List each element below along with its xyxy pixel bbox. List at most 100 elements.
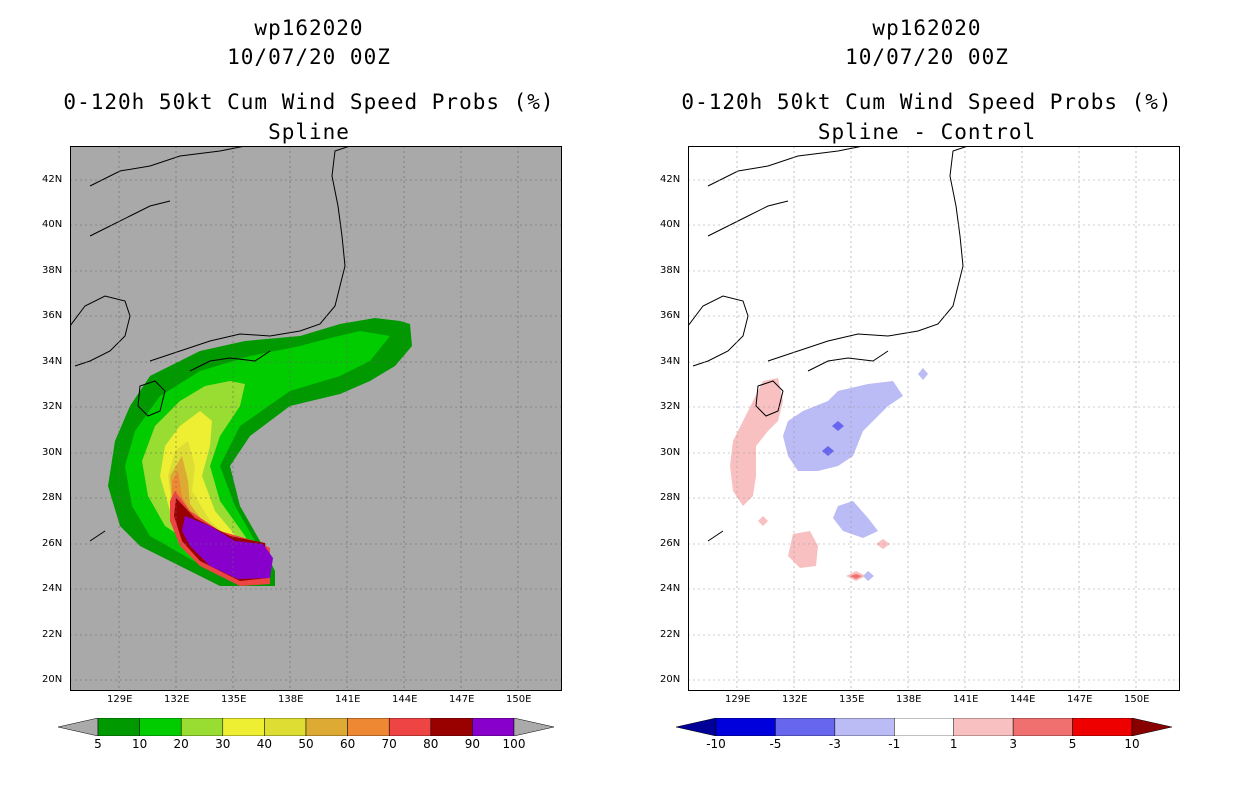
- colorbar-label: -5: [769, 737, 782, 751]
- colorbar-label: 40: [256, 737, 273, 751]
- lat-label: 36N: [660, 310, 681, 321]
- left-panel: wp162020 10/07/20 00Z 0-120h 50kt Cum Wi…: [42, 16, 562, 751]
- colorbar-box: [180, 718, 224, 736]
- lon-label: 138E: [278, 694, 304, 705]
- lat-label: 32N: [42, 401, 63, 412]
- colorbar-box: [1072, 718, 1133, 736]
- colorbar-box: [1012, 718, 1073, 736]
- colorbar-box: [388, 718, 432, 736]
- colorbar-box: [139, 718, 182, 736]
- lat-label: 40N: [660, 219, 681, 230]
- lon-label: 132E: [164, 694, 190, 705]
- colorbar-box: [953, 718, 1014, 736]
- lat-label: 22N: [660, 629, 681, 640]
- lon-label: 150E: [1124, 694, 1150, 705]
- subtitle: Spline: [268, 120, 350, 144]
- colorbar-box: [264, 718, 307, 736]
- lat-label: 20N: [660, 674, 681, 685]
- map-frame: [70, 146, 562, 691]
- lat-label: 30N: [660, 447, 681, 458]
- map-frame: [688, 146, 1180, 691]
- lat-label: 28N: [660, 492, 681, 503]
- lon-label: 144E: [1010, 694, 1036, 705]
- storm-id: wp162020: [872, 16, 982, 40]
- lon-label: 129E: [725, 694, 751, 705]
- lat-label: 28N: [42, 492, 63, 503]
- storm-id: wp162020: [254, 16, 364, 40]
- lat-label: 26N: [660, 538, 681, 549]
- colorbar-end-left: [676, 718, 717, 736]
- colorbar-label: 10: [131, 737, 148, 751]
- prob-90-contour: [182, 516, 273, 579]
- colorbar-box: [347, 718, 390, 736]
- grid-lines: [70, 146, 562, 691]
- positive-difference-strong: [850, 574, 862, 579]
- colorbar-box: [894, 718, 954, 736]
- colorbar-label: 90: [464, 737, 481, 751]
- lon-label: 144E: [392, 694, 418, 705]
- lon-label: 132E: [782, 694, 808, 705]
- colorbar-end-right: [513, 718, 554, 736]
- difference-map: [688, 146, 1180, 691]
- lat-label: 42N: [42, 174, 63, 185]
- lon-label: 141E: [335, 694, 361, 705]
- colorbar-label: -1: [888, 737, 901, 751]
- colorbar: [676, 718, 1172, 736]
- colorbar-end-right: [1131, 718, 1172, 736]
- colorbar-box: [472, 718, 515, 736]
- lat-label: 32N: [660, 401, 681, 412]
- colorbar-box: [430, 718, 473, 736]
- colorbar-label: 5: [1068, 737, 1077, 751]
- lat-label: 40N: [42, 219, 63, 230]
- lat-label: 22N: [42, 629, 63, 640]
- colorbar-label: 20: [173, 737, 189, 751]
- colorbar-label: -3: [828, 737, 841, 751]
- colorbar-label: 60: [339, 737, 356, 751]
- colorbar-label: 80: [423, 737, 439, 751]
- coastlines: [70, 146, 351, 542]
- lat-label: 20N: [42, 674, 63, 685]
- colorbar-box: [222, 718, 265, 736]
- right-panel: wp162020 10/07/20 00Z 0-120h 50kt Cum Wi…: [618, 0, 1236, 800]
- colorbar-label: 100: [502, 737, 526, 751]
- colorbar-label: 10: [1124, 737, 1140, 751]
- lon-label: 135E: [839, 694, 865, 705]
- lon-label: 147E: [449, 694, 475, 705]
- colorbar-label: 1: [949, 737, 958, 751]
- negative-difference-strong: [822, 421, 844, 456]
- colorbar-box: [834, 718, 895, 736]
- colorbar-label: 70: [381, 737, 397, 751]
- grid-lines: [688, 146, 1180, 691]
- colorbar-label: -10: [706, 737, 726, 751]
- datetime: 10/07/20 00Z: [227, 45, 391, 69]
- colorbar: [58, 718, 554, 736]
- colorbar-box: [97, 718, 140, 736]
- colorbar-label: 30: [215, 737, 231, 751]
- lat-label: 38N: [660, 265, 681, 276]
- colorbar-box: [305, 718, 348, 736]
- lat-label: 42N: [660, 174, 681, 185]
- lat-label: 34N: [660, 356, 681, 367]
- lat-label: 30N: [42, 447, 63, 458]
- colorbar-label: 50: [298, 737, 314, 751]
- lat-label: 24N: [660, 583, 681, 594]
- colorbar-label: 3: [1009, 737, 1017, 751]
- lon-label: 141E: [953, 694, 979, 705]
- positive-difference-areas: [730, 378, 890, 581]
- lon-label: 129E: [107, 694, 133, 705]
- lat-label: 26N: [42, 538, 63, 549]
- colorbar-label: 5: [94, 737, 102, 751]
- lon-label: 135E: [221, 694, 247, 705]
- product-title: 0-120h 50kt Cum Wind Speed Probs (%): [681, 90, 1173, 114]
- lat-label: 34N: [42, 356, 63, 367]
- datetime: 10/07/20 00Z: [845, 45, 1009, 69]
- colorbar-box: [775, 718, 836, 736]
- colorbar-end-left: [58, 718, 99, 736]
- lon-label: 147E: [1067, 694, 1093, 705]
- lon-label: 150E: [506, 694, 532, 705]
- lon-label: 138E: [896, 694, 922, 705]
- lat-label: 38N: [42, 265, 63, 276]
- colorbar-box: [715, 718, 776, 736]
- product-title: 0-120h 50kt Cum Wind Speed Probs (%): [63, 90, 555, 114]
- lat-label: 36N: [42, 310, 63, 321]
